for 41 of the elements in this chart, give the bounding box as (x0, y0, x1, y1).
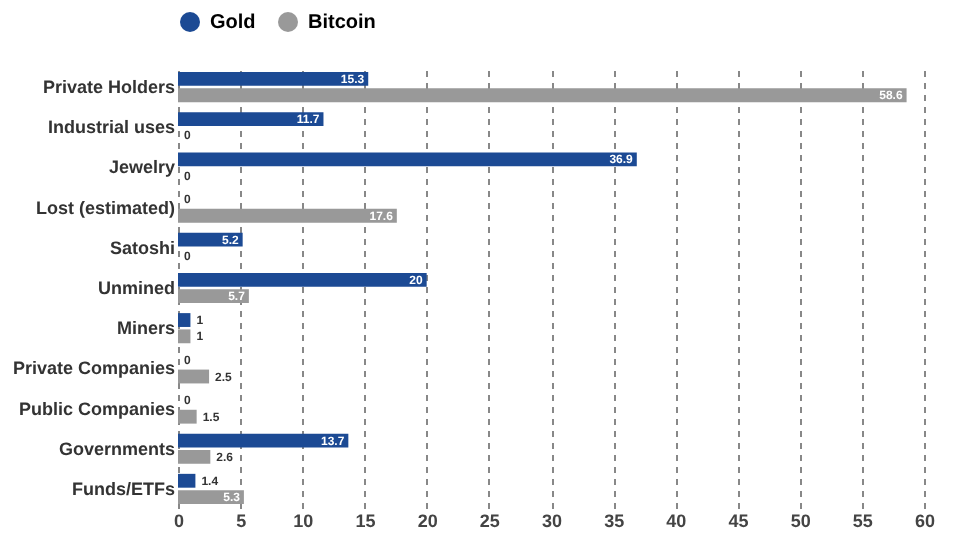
x-tick-label: 5 (236, 511, 247, 531)
x-tick-label: 10 (293, 511, 314, 531)
x-tick-label: 15 (355, 511, 376, 531)
bar (178, 329, 191, 344)
bar (178, 449, 211, 464)
legend-label: Gold (210, 12, 256, 34)
bar (178, 88, 907, 103)
y-tick-label: Lost (estimated) (35, 197, 175, 218)
x-tick-label: 25 (479, 511, 500, 531)
y-tick-label: Private Companies (12, 358, 175, 379)
y-tick-label: Funds/ETFs (72, 478, 175, 499)
x-tick-label: 20 (417, 511, 438, 531)
x-tick-label: 30 (541, 511, 563, 531)
y-tick-label: Unmined (97, 278, 175, 298)
x-tick-label: 0 (173, 511, 185, 531)
y-tick-label: Private Holders (42, 77, 175, 98)
bar (178, 72, 369, 86)
bar (178, 433, 349, 448)
y-tick-label: Jewelry (108, 157, 175, 178)
bar (178, 289, 249, 304)
x-tick-label: 50 (790, 511, 811, 531)
bar (178, 473, 196, 488)
bar (178, 112, 324, 127)
x-tick-label: 60 (914, 511, 936, 531)
x-tick-label: 45 (728, 511, 749, 531)
bar (178, 232, 243, 247)
y-tick-label: Miners (116, 318, 175, 339)
bar (178, 152, 637, 167)
bar (178, 409, 197, 424)
x-tick-label: 35 (604, 511, 625, 531)
y-tick-label: Governments (58, 438, 175, 459)
bar (178, 369, 210, 384)
x-tick-label: 55 (852, 511, 873, 531)
y-tick-label: Satoshi (109, 237, 175, 258)
y-tick-label: Industrial uses (47, 117, 175, 138)
y-tick-label: Public Companies (18, 398, 175, 419)
legend-label: Bitcoin (308, 12, 376, 34)
bar (178, 208, 397, 223)
bar (178, 272, 427, 287)
bar (178, 313, 191, 327)
x-tick-label: 40 (666, 511, 687, 531)
